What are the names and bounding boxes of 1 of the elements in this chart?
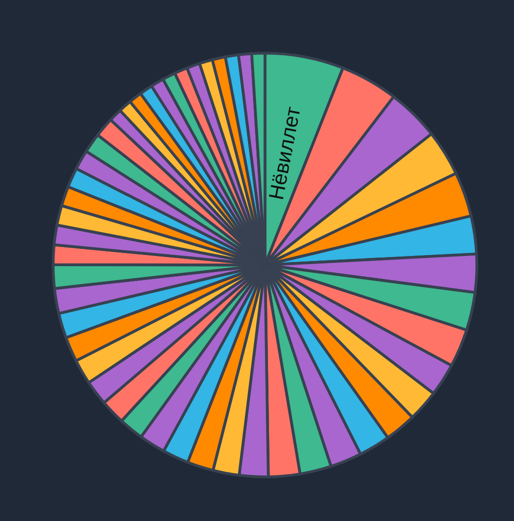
slice-label: Нёвиллет — [268, 106, 300, 200]
